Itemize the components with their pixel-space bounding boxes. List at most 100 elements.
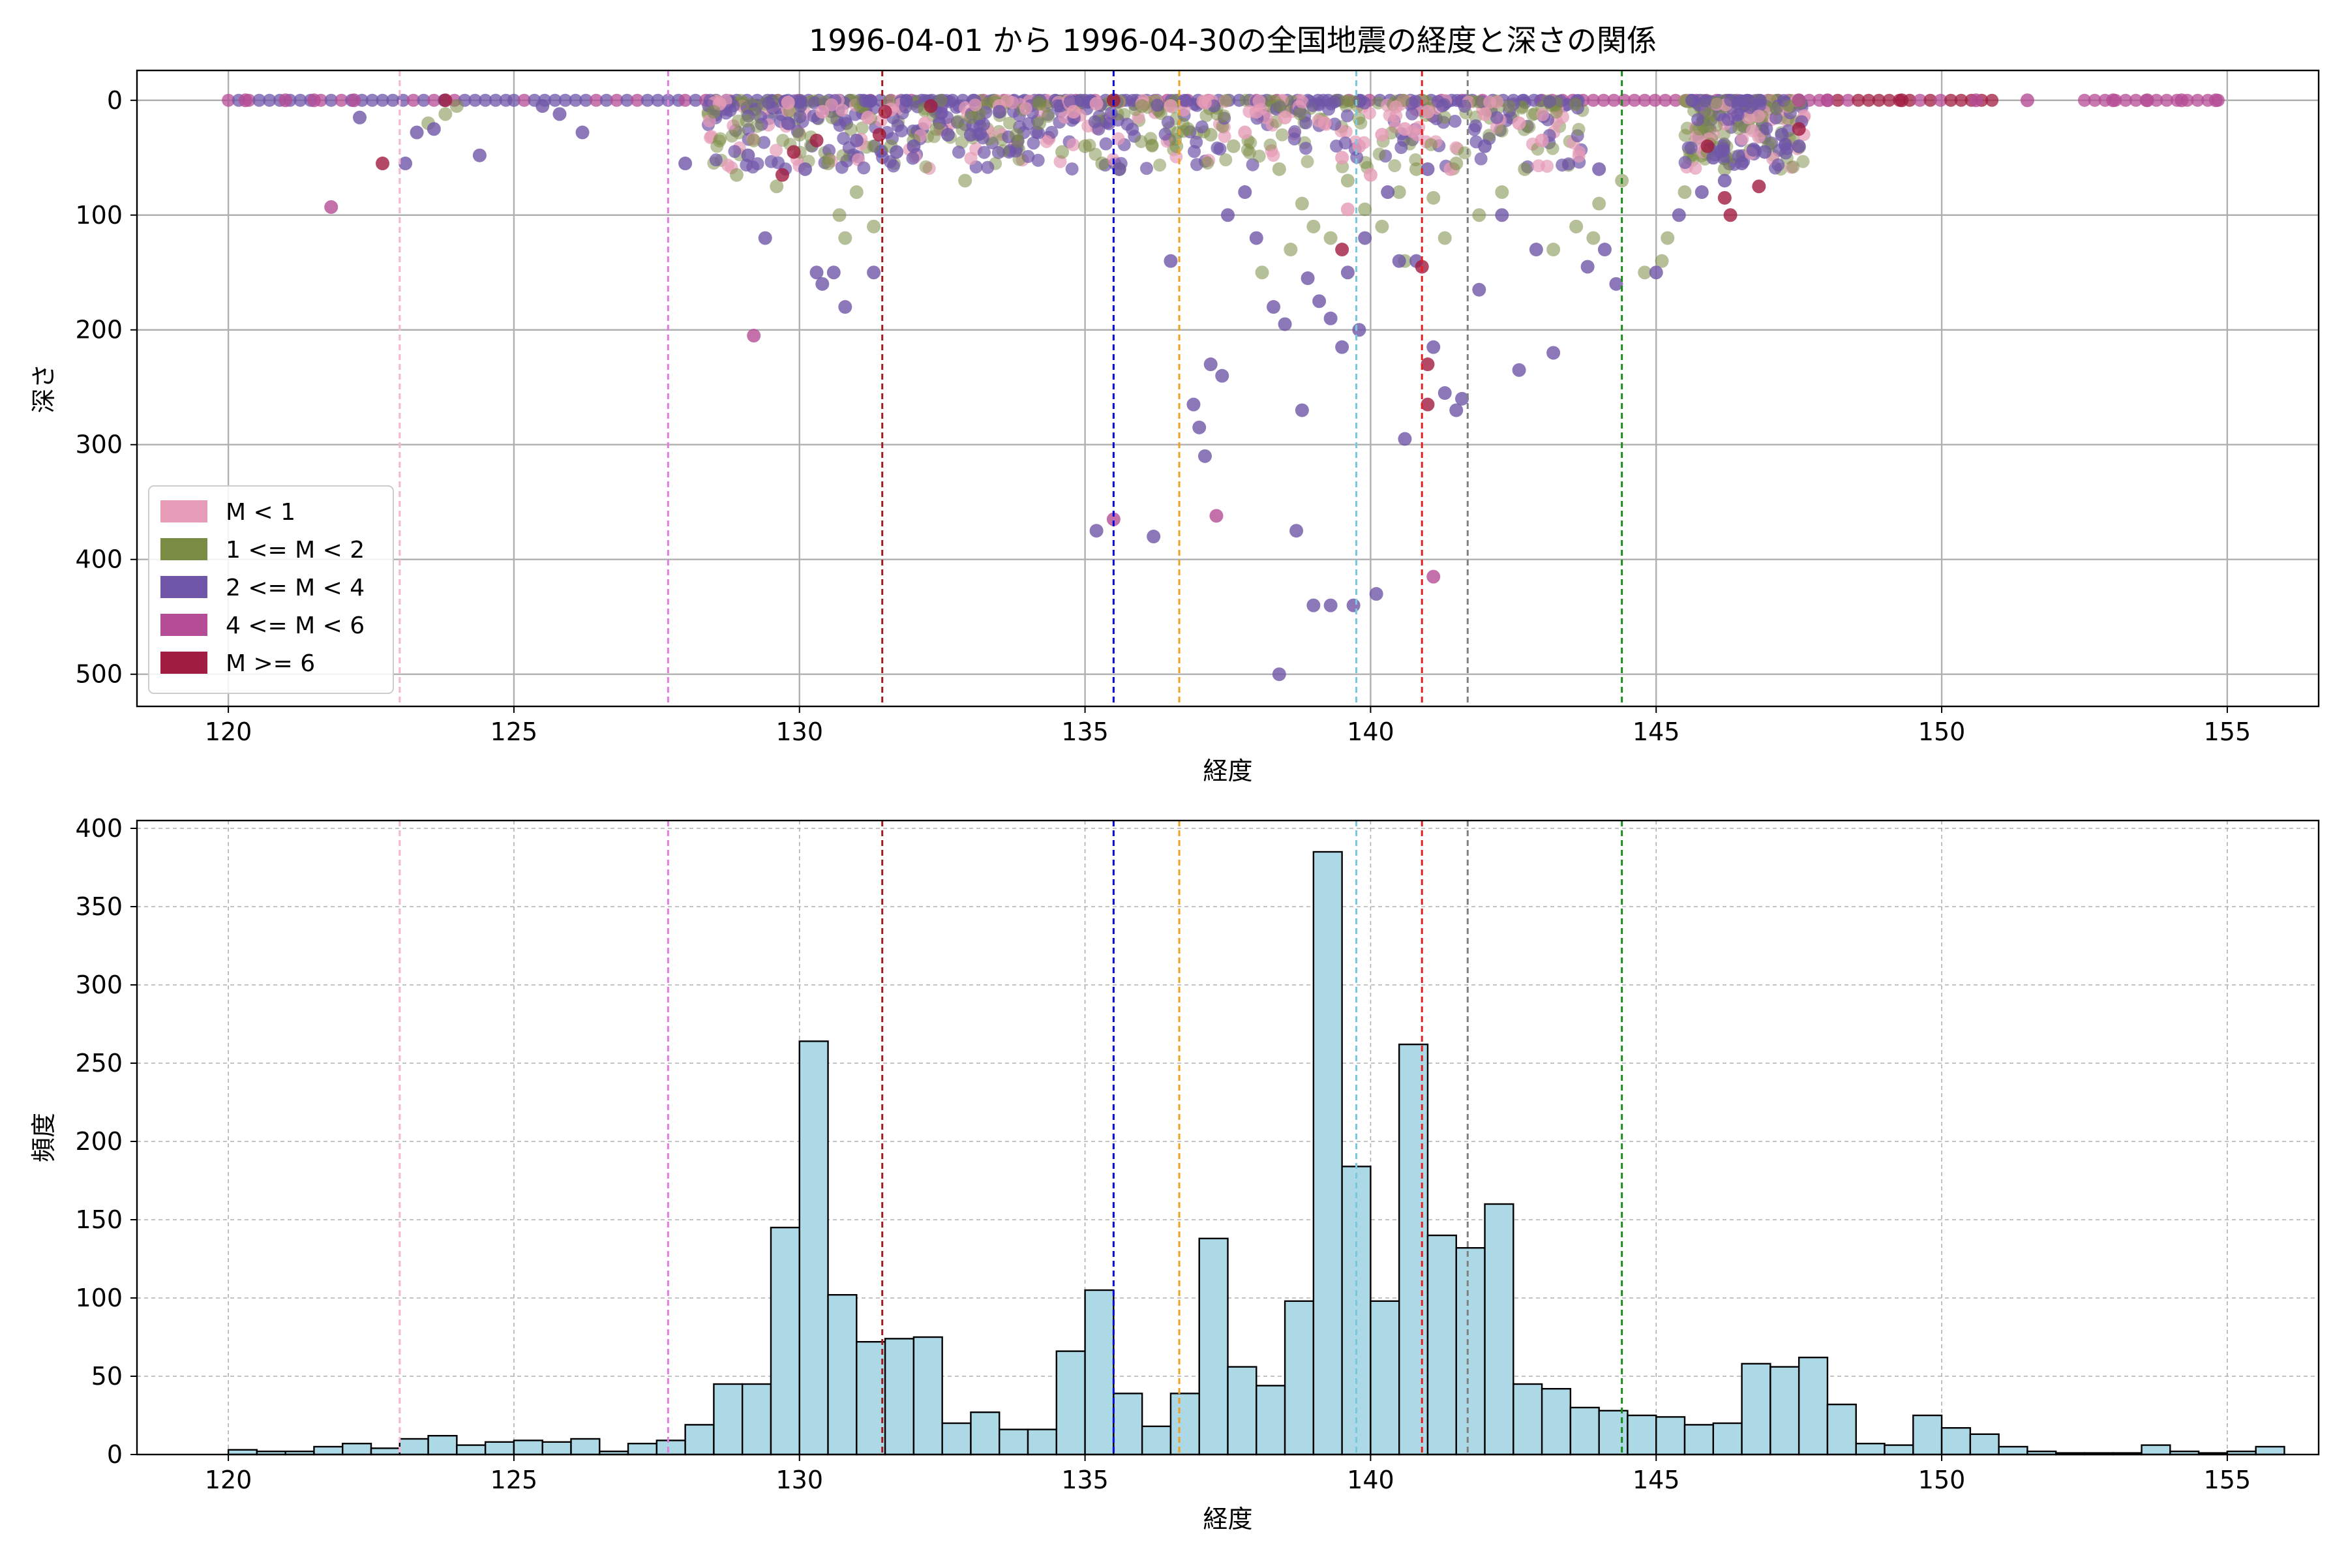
scatter-point — [781, 116, 795, 130]
scatter-point — [294, 93, 307, 107]
scatter-point — [1717, 143, 1730, 157]
scatter-point — [1861, 93, 1875, 107]
scatter-point — [770, 143, 783, 157]
scatter-point — [1340, 109, 1354, 123]
scatter-point — [721, 158, 735, 172]
scatter-point — [1669, 93, 1683, 107]
histogram-bar — [1370, 1300, 1400, 1456]
scatter-point — [964, 151, 978, 165]
scatter-point — [1717, 162, 1732, 176]
scatter-point — [1458, 146, 1471, 160]
legend-label: 1 <= M < 2 — [226, 537, 365, 564]
scatter-point — [1241, 143, 1254, 157]
scatter-point — [1655, 254, 1669, 268]
scatter-point — [1221, 208, 1235, 222]
scatter-point — [1177, 93, 1191, 107]
scatter-point — [1721, 112, 1735, 126]
scatter-point — [1752, 130, 1766, 144]
scatter-point — [1239, 93, 1253, 107]
scatter-point — [1139, 162, 1153, 175]
scatter-point — [798, 162, 813, 176]
scatter-point — [1672, 208, 1686, 222]
scatter-point — [1518, 162, 1532, 176]
x-tick-label: 130 — [775, 717, 823, 746]
scatter-point — [1678, 128, 1692, 142]
scatter-point — [417, 93, 430, 107]
scatter-point — [1375, 219, 1389, 234]
scatter-point — [1306, 98, 1319, 112]
scatter-point — [809, 265, 824, 280]
scatter-point — [757, 136, 771, 149]
scatter-point — [1638, 93, 1651, 107]
scatter-point — [365, 93, 379, 107]
scatter-point — [849, 133, 864, 147]
x-tick-label: 120 — [205, 717, 252, 746]
scatter-point — [1724, 93, 1738, 107]
scatter-point — [1346, 598, 1361, 612]
scatter-point — [1661, 231, 1675, 245]
scatter-point — [952, 145, 965, 159]
scatter-point — [1490, 95, 1504, 109]
scatter-point — [590, 93, 603, 107]
scatter-point — [1272, 667, 1286, 682]
y-tick-label: 100 — [75, 201, 123, 230]
scatter-point — [1421, 162, 1435, 176]
scatter-point — [919, 160, 933, 173]
scatter-point — [935, 106, 948, 120]
scatter-point — [1358, 202, 1372, 217]
scatter-point — [924, 99, 938, 113]
scatter-point — [575, 125, 590, 140]
scatter-point — [1411, 128, 1424, 142]
scatter-point — [1288, 125, 1302, 138]
legend-label: 2 <= M < 4 — [226, 575, 365, 601]
scatter-point — [1381, 185, 1395, 200]
histogram-bar — [1027, 1428, 1058, 1456]
scatter-point — [1723, 208, 1738, 222]
scatter-point — [1569, 98, 1582, 112]
scatter-point — [1691, 113, 1705, 127]
scatter-point — [1694, 185, 1709, 200]
scatter-point — [1709, 96, 1723, 110]
histogram-bar — [827, 1293, 858, 1456]
scatter-point — [1649, 265, 1663, 280]
histogram-bar — [1884, 1444, 1914, 1456]
scatter-point — [1203, 128, 1218, 142]
scatter-point — [1040, 135, 1053, 149]
histogram-bar — [684, 1424, 715, 1456]
scatter-point — [747, 133, 761, 147]
histogram-bar — [1798, 1356, 1829, 1456]
scatter-point — [2208, 93, 2223, 108]
scatter-point — [1478, 139, 1492, 153]
scatter-point — [1746, 143, 1760, 157]
scatter-point — [1272, 98, 1286, 112]
scatter-point — [1197, 449, 1212, 463]
scatter-point — [1700, 139, 1715, 153]
scatter-point — [1003, 116, 1017, 130]
scatter-point — [1437, 386, 1452, 400]
scatter-point — [1792, 139, 1806, 153]
scatter-point — [1786, 160, 1800, 173]
chart-title: 1996-04-01 から 1996-04-30の全国地震の経度と深さの関係 — [809, 23, 1657, 58]
scatter-point — [1358, 231, 1372, 245]
scatter-point — [835, 160, 849, 174]
x-tick-label: 155 — [2204, 1466, 2251, 1494]
scatter-point — [678, 93, 692, 107]
x-tick-label: 150 — [1918, 717, 1966, 746]
histogram-bar — [370, 1447, 401, 1456]
y-axis-label: 頻度 — [29, 1113, 58, 1162]
y-tick-label: 50 — [91, 1362, 123, 1391]
scatter-point — [815, 104, 830, 119]
scatter-point — [1536, 108, 1550, 121]
scatter-point — [1580, 260, 1595, 274]
scatter-point — [1954, 93, 1968, 107]
scatter-point — [2077, 93, 2091, 107]
series-0 — [712, 95, 1549, 217]
scatter-point — [1186, 397, 1201, 412]
scatter-point — [855, 121, 869, 135]
scatter-point — [2140, 93, 2154, 108]
x-tick-label: 150 — [1918, 1466, 1966, 1494]
legend-label: M >= 6 — [226, 650, 315, 677]
scatter-point — [1158, 127, 1172, 141]
histogram-bar — [1940, 1426, 1972, 1456]
histogram-bar — [1084, 1289, 1115, 1456]
